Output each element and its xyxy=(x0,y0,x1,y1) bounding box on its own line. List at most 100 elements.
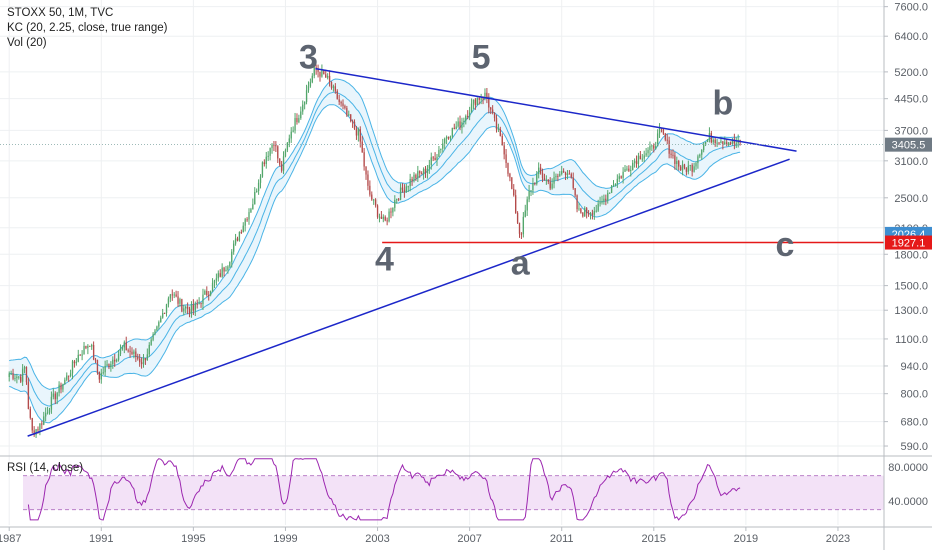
candle-body xyxy=(731,139,734,144)
candle-body xyxy=(288,138,290,143)
candle-body xyxy=(559,174,561,177)
candle-body xyxy=(584,208,586,217)
candle-body xyxy=(726,142,728,146)
candle-body xyxy=(626,168,628,170)
candle-body xyxy=(628,168,630,171)
candle-body xyxy=(242,225,244,233)
y-tick-label: 1800.0 xyxy=(894,249,928,261)
rsi-band xyxy=(23,475,885,510)
candle-body xyxy=(244,219,246,226)
candle-body xyxy=(340,102,342,104)
candle-body xyxy=(691,165,693,172)
candle-body xyxy=(455,126,457,130)
candle-body xyxy=(695,163,697,167)
candle-body xyxy=(294,118,296,131)
candle-body xyxy=(361,141,363,153)
candle-body xyxy=(44,413,47,417)
candle-body xyxy=(346,108,348,116)
candle-body xyxy=(96,360,99,372)
candle-body xyxy=(670,153,672,155)
x-tick-label: 1999 xyxy=(273,533,297,545)
candle-body xyxy=(536,174,538,184)
candle-body xyxy=(724,142,726,144)
candle-body xyxy=(547,179,549,182)
candle-body xyxy=(177,296,179,304)
candle-body xyxy=(43,416,45,425)
candle-body xyxy=(298,118,300,123)
candle-body xyxy=(444,138,446,144)
candle-body xyxy=(639,155,642,160)
candle-body xyxy=(476,97,478,106)
candle-body xyxy=(608,192,611,194)
x-tick-label: 2011 xyxy=(550,533,574,545)
y-tick-label: 800.0 xyxy=(900,389,928,401)
candle-body xyxy=(363,152,365,167)
candle-body xyxy=(493,113,496,118)
candle-body xyxy=(612,185,615,187)
candle-body xyxy=(79,354,81,356)
candle-body xyxy=(733,139,736,144)
candle-body xyxy=(397,198,400,200)
candle-body xyxy=(461,122,463,129)
candle-body xyxy=(152,334,154,340)
candle-body xyxy=(71,361,74,374)
candle-body xyxy=(217,273,219,279)
candle-body xyxy=(280,164,283,171)
candle-body xyxy=(426,168,429,173)
candle-body xyxy=(188,308,191,314)
candle-body xyxy=(131,351,133,354)
candle-body xyxy=(470,103,473,113)
candle-body xyxy=(98,371,101,380)
candle-body xyxy=(607,192,609,201)
candle-body xyxy=(697,156,699,164)
candle-body xyxy=(273,144,275,146)
candle-body xyxy=(194,303,196,311)
candle-body xyxy=(474,99,477,106)
candle-body xyxy=(296,118,298,123)
rsi-line xyxy=(27,458,741,521)
candle-body xyxy=(407,186,409,188)
candle-body xyxy=(420,173,423,175)
candle-body xyxy=(162,313,164,318)
candle-body xyxy=(618,176,620,179)
candle-body xyxy=(503,145,505,155)
last-price-badge-bg xyxy=(885,137,932,152)
candle-body xyxy=(123,342,125,348)
candle-body xyxy=(355,128,358,136)
candle-body xyxy=(229,262,231,267)
candle-body xyxy=(60,384,62,390)
candle-body xyxy=(117,353,120,360)
candle-body xyxy=(457,121,459,127)
candle-body xyxy=(325,74,327,78)
candle-body xyxy=(179,299,181,304)
legend-title: STOXX 50, 1M, TVC xyxy=(7,7,114,19)
candle-body xyxy=(223,267,225,272)
candle-body xyxy=(269,148,271,156)
candle-body xyxy=(574,188,576,196)
candle-body xyxy=(532,183,534,191)
candle-body xyxy=(142,358,145,365)
candle-body xyxy=(317,68,319,72)
legend-vol: Vol (20) xyxy=(7,37,47,49)
candle-body xyxy=(495,117,498,130)
y-tick-label: 1300.0 xyxy=(894,305,928,317)
candle-body xyxy=(173,294,175,296)
candle-body xyxy=(171,294,173,296)
candle-body xyxy=(505,154,507,164)
candle-body xyxy=(384,216,386,221)
y-tick-label: 6400.0 xyxy=(894,31,928,43)
candle-body xyxy=(405,186,407,193)
candle-body xyxy=(484,92,486,99)
keltner-middle xyxy=(9,91,741,407)
candle-body xyxy=(183,308,185,312)
candle-body xyxy=(165,304,168,314)
candle-body xyxy=(246,219,248,221)
candle-body xyxy=(392,207,394,213)
candle-body xyxy=(413,174,415,182)
candle-body xyxy=(236,238,239,241)
candle-body xyxy=(198,302,200,305)
candle-body xyxy=(279,158,281,165)
candle-body xyxy=(520,233,523,235)
candle-body xyxy=(100,372,102,380)
candle-body xyxy=(73,361,76,364)
